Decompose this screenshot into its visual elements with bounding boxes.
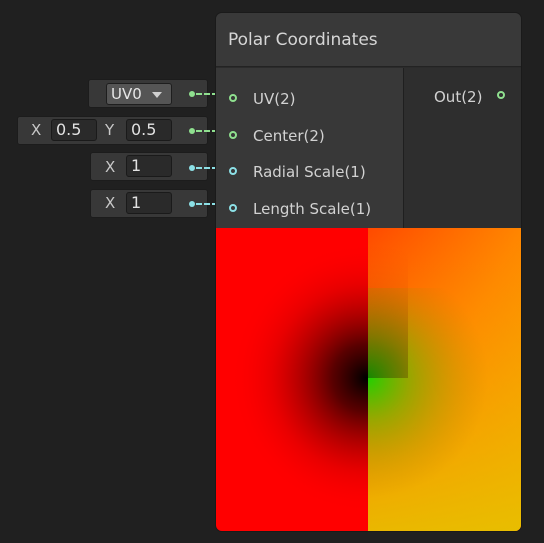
port-circle-icon[interactable] — [229, 167, 237, 175]
radial-scale-wire — [196, 167, 226, 169]
polar-coordinates-node[interactable]: Polar Coordinates UV(2) Center(2) Radial… — [216, 13, 521, 531]
port-circle-icon[interactable] — [229, 204, 237, 212]
length-scale-wire — [196, 203, 226, 205]
input-port-label: Radial Scale(1) — [253, 163, 366, 181]
preview-right-dark-seam — [368, 228, 408, 378]
input-ports-panel: UV(2) Center(2) Radial Scale(1) Length S… — [216, 68, 403, 228]
input-port-radial-scale[interactable]: Radial Scale(1) — [216, 161, 403, 185]
preview-left-shading — [216, 228, 368, 531]
center-connector-dot — [189, 128, 195, 134]
input-port-uv[interactable]: UV(2) — [216, 88, 403, 112]
input-port-length-scale[interactable]: Length Scale(1) — [216, 198, 403, 222]
input-port-label: Center(2) — [253, 127, 325, 145]
input-port-label: UV(2) — [253, 90, 296, 108]
output-port-label: Out(2) — [434, 88, 483, 106]
port-circle-icon[interactable] — [497, 91, 505, 99]
port-divider — [403, 68, 404, 228]
output-port-out[interactable]: Out(2) — [404, 88, 521, 112]
center-field-box — [18, 117, 207, 144]
input-port-label: Length Scale(1) — [253, 200, 372, 218]
uv-channel-value: UV0 — [111, 85, 142, 103]
center-y-input[interactable]: 0.5 — [126, 119, 172, 141]
port-circle-icon[interactable] — [229, 94, 237, 102]
output-ports-panel: Out(2) — [404, 68, 521, 228]
chevron-down-icon — [152, 92, 162, 98]
center-x-input[interactable]: 0.5 — [51, 119, 97, 141]
polar-preview-image — [216, 228, 521, 531]
uv-channel-dropdown[interactable]: UV0 — [106, 83, 172, 105]
center-wire — [196, 130, 226, 132]
uv-wire — [196, 93, 226, 95]
uv-connector-dot — [189, 91, 195, 97]
length-scale-x-label: X — [105, 194, 116, 212]
radial-scale-x-label: X — [105, 158, 116, 176]
radial-scale-input[interactable]: 1 — [126, 155, 172, 177]
length-scale-connector-dot — [189, 201, 195, 207]
center-y-label: Y — [105, 121, 115, 139]
input-port-center[interactable]: Center(2) — [216, 125, 403, 149]
center-x-label: X — [31, 121, 42, 139]
node-title[interactable]: Polar Coordinates — [216, 13, 521, 67]
length-scale-input[interactable]: 1 — [126, 192, 172, 214]
port-circle-icon[interactable] — [229, 131, 237, 139]
radial-scale-connector-dot — [189, 165, 195, 171]
node-preview — [216, 228, 521, 531]
